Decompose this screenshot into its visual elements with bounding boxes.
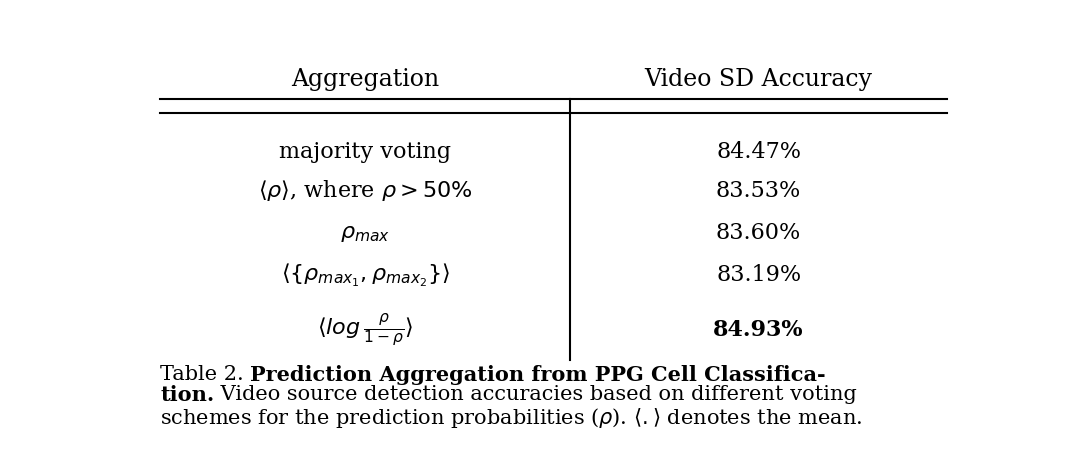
Text: 83.53%: 83.53% [716,180,801,202]
Text: 84.93%: 84.93% [713,319,804,341]
Text: 83.60%: 83.60% [716,222,801,244]
Text: $\rho_{max}$: $\rho_{max}$ [340,222,390,244]
Text: majority voting: majority voting [279,141,451,163]
Text: Aggregation: Aggregation [292,68,440,91]
Text: Table 2.: Table 2. [160,365,251,384]
Text: tion.: tion. [160,385,214,405]
Text: $\langle \rho \rangle$, where $\rho > 50\%$: $\langle \rho \rangle$, where $\rho > 50… [258,178,473,203]
Text: $\langle \{ \rho_{max_1}, \rho_{max_2} \} \rangle$: $\langle \{ \rho_{max_1}, \rho_{max_2} \… [281,262,449,289]
Text: Video SD Accuracy: Video SD Accuracy [645,68,873,91]
Text: 83.19%: 83.19% [716,264,801,286]
Text: 84.47%: 84.47% [716,141,801,163]
Text: Prediction Aggregation from PPG Cell Classifica-: Prediction Aggregation from PPG Cell Cla… [251,365,826,385]
Text: $\langle log\,\frac{\rho}{1-\rho} \rangle$: $\langle log\,\frac{\rho}{1-\rho} \rangl… [316,311,414,349]
Text: schemes for the prediction probabilities ($\rho$). $\langle . \rangle$ denotes t: schemes for the prediction probabilities… [160,406,863,430]
Text: Video source detection accuracies based on different voting: Video source detection accuracies based … [214,385,858,404]
